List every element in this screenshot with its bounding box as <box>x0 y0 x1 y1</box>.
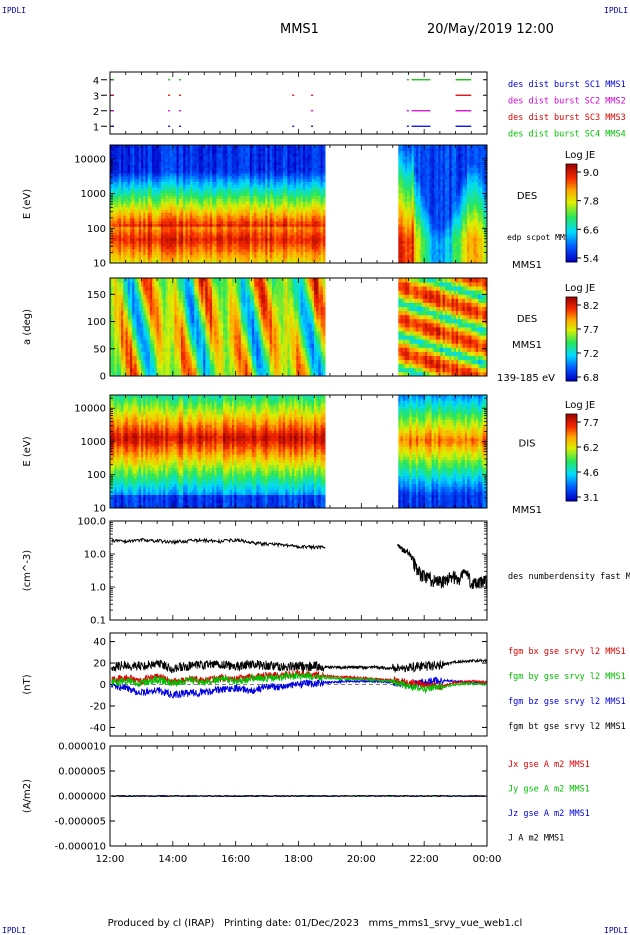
spectrogram-cell <box>323 156 326 159</box>
spectrogram-cell <box>323 241 326 244</box>
spectrogram-cell <box>323 229 326 232</box>
spectrogram-cell <box>323 176 326 179</box>
y-tick-label: 1 <box>93 122 99 133</box>
spectrogram-cell <box>323 187 326 190</box>
spectrogram-cell <box>323 218 326 221</box>
spectrogram-cell <box>323 179 326 182</box>
spectrogram-cell <box>323 190 326 193</box>
spectrogram-cell <box>323 148 326 151</box>
spectrogram-cell <box>323 226 326 229</box>
y-tick-label: 3 <box>93 91 99 102</box>
spectrogram-cell <box>323 212 326 215</box>
spectrogram-cell <box>323 173 326 176</box>
spectrogram-cell <box>323 159 326 162</box>
legend-entry: des dist burst SC4 MMS4 <box>508 130 626 140</box>
spectrogram-cell <box>323 165 326 168</box>
spectrogram-cell <box>323 207 326 210</box>
spectrogram-cell <box>323 153 326 156</box>
spectrogram-cell <box>323 196 326 199</box>
spectrogram-cell <box>323 193 326 196</box>
panel-frame <box>110 72 487 134</box>
spectrogram-cell <box>323 184 326 187</box>
spectrogram-cell <box>323 182 326 185</box>
spectrogram-cell <box>323 257 326 260</box>
spectrogram-cell <box>323 235 326 238</box>
spectrogram-cell <box>323 210 326 213</box>
spectrogram-cell <box>323 246 326 249</box>
legend-entry: des dist burst SC1 MMS1 <box>508 80 626 90</box>
spectrogram-cell <box>323 232 326 235</box>
y-tick-label: 4 <box>93 76 99 87</box>
spectrogram-cell <box>323 167 326 170</box>
spectrogram-cell <box>323 224 326 227</box>
spectrogram-cell <box>323 162 326 165</box>
spectrogram-cell <box>323 204 326 207</box>
spectrogram-cell <box>323 151 326 154</box>
legend-entry: des dist burst SC3 MMS3 <box>508 113 626 123</box>
y-tick-label: 2 <box>93 107 99 118</box>
spectrogram-cell <box>323 238 326 241</box>
spectrogram-cell <box>323 170 326 173</box>
spectrogram-cell <box>323 243 326 246</box>
spectrogram-cell <box>323 198 326 201</box>
spectrogram-cell <box>323 255 326 258</box>
spectrogram-cell <box>323 221 326 224</box>
legend-entry: des dist burst SC2 MMS2 <box>508 97 626 107</box>
spectrogram-cell <box>323 252 326 255</box>
spectrogram-cell <box>323 201 326 204</box>
spectrogram-cell <box>323 215 326 218</box>
spectrogram-cell <box>323 249 326 252</box>
spectrogram-des-energy <box>110 145 487 263</box>
